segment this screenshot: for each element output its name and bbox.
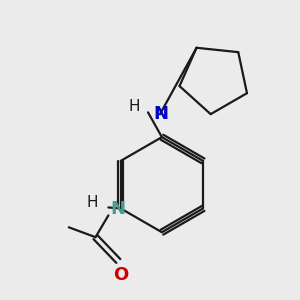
Text: N: N <box>153 105 168 123</box>
Text: H: H <box>129 99 140 114</box>
Text: H: H <box>87 195 98 210</box>
Text: O: O <box>113 266 128 284</box>
Text: N: N <box>110 200 125 218</box>
